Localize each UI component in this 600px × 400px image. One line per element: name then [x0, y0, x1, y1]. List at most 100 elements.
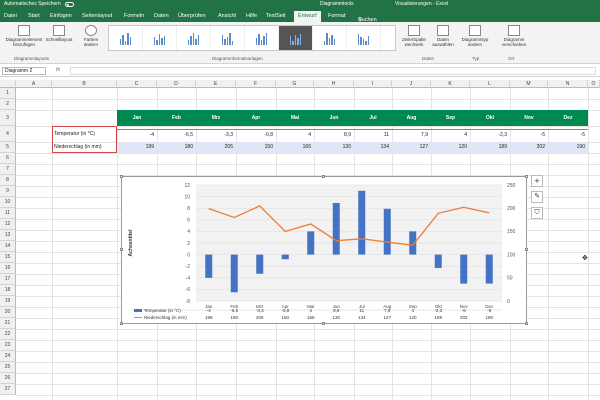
chart-styles-gallery[interactable] [108, 25, 396, 51]
row-header-22[interactable]: 22 [0, 329, 16, 340]
chart-style-2[interactable] [143, 26, 177, 50]
row-header-18[interactable]: 18 [0, 285, 16, 296]
row-header-5[interactable]: 5 [0, 142, 16, 153]
month-header-cell[interactable]: Jan [117, 110, 157, 126]
precipitation-cell[interactable]: 166 [276, 142, 314, 153]
temperature-cell[interactable]: -5 [548, 129, 588, 140]
temperature-cell[interactable]: -0,8 [236, 129, 276, 140]
add-chart-element-button[interactable]: Diagrammelement hinzufügen [4, 25, 44, 47]
row-header-27[interactable]: 27 [0, 384, 16, 395]
column-header-j[interactable]: J [392, 80, 431, 88]
temperature-cell[interactable]: -5 [510, 129, 548, 140]
change-chart-type-button[interactable]: Diagrammtyp ändern [460, 25, 490, 47]
temperature-cell[interactable]: -3,3 [196, 129, 236, 140]
column-header-g[interactable]: G [276, 80, 314, 88]
chart[interactable]: 12 10 8 6 4 2 0 -2 -4 -6 -8 250 200 150 100 50 0 Achsenti… [120, 175, 528, 325]
tab-entwurf[interactable]: Entwurf [294, 11, 321, 22]
quick-layout-button[interactable]: Schnelllayout [44, 25, 74, 42]
temperature-cell[interactable]: -6,5 [157, 129, 196, 140]
resize-handle-t[interactable] [322, 175, 325, 178]
row-header-26[interactable]: 26 [0, 373, 16, 384]
precipitation-cell[interactable]: 205 [196, 142, 236, 153]
row-header-21[interactable]: 21 [0, 318, 16, 329]
precipitation-cell[interactable]: 134 [354, 142, 392, 153]
name-box[interactable]: Diagramm 2 [2, 67, 46, 75]
precipitation-cell[interactable]: 180 [157, 142, 196, 153]
precipitation-cell[interactable]: 199 [117, 142, 157, 153]
temperature-cell[interactable]: 4 [276, 129, 314, 140]
precipitation-cell[interactable]: 189 [470, 142, 510, 153]
tab-hilfe[interactable]: Hilfe [246, 13, 258, 19]
select-data-button[interactable]: Daten auswählen [430, 25, 456, 47]
row-header-23[interactable]: 23 [0, 340, 16, 351]
fx-icon[interactable]: fx [56, 67, 61, 73]
temperature-cell[interactable]: -2,3 [470, 129, 510, 140]
switch-row-column-button[interactable]: Zeile/Spalte wechseln [400, 25, 428, 47]
month-header-cell[interactable]: Feb [157, 110, 196, 126]
row-header-15[interactable]: 15 [0, 252, 16, 263]
column-header-i[interactable]: I [354, 80, 392, 88]
month-header-cell[interactable]: Okt [470, 110, 510, 126]
autosave-toggle[interactable] [64, 1, 74, 7]
row-header-24[interactable]: 24 [0, 351, 16, 362]
column-header-c[interactable]: C [117, 80, 157, 88]
row-header-13[interactable]: 13 [0, 230, 16, 241]
temperature-cell[interactable]: 8,9 [314, 129, 354, 140]
precipitation-label-cell[interactable]: Niederschlag (in mm) [54, 144, 102, 150]
column-header-a[interactable]: A [16, 80, 52, 88]
row-header-19[interactable]: 19 [0, 296, 16, 307]
row-header-4[interactable]: 4 [0, 126, 16, 142]
temperature-cell[interactable]: -4 [117, 129, 157, 140]
temperature-cell[interactable]: 11 [354, 129, 392, 140]
tab-datei[interactable]: Datei [4, 13, 17, 19]
resize-handle-l[interactable] [120, 248, 123, 251]
month-header-cell[interactable]: Apr [236, 110, 276, 126]
chart-style-7[interactable] [313, 26, 347, 50]
resize-handle-tl[interactable] [120, 175, 123, 178]
precipitation-cell[interactable]: 120 [431, 142, 470, 153]
month-header-cell[interactable]: Dez [548, 110, 588, 126]
select-all-corner[interactable] [0, 80, 16, 88]
precipitation-cell[interactable]: 150 [236, 142, 276, 153]
row-header-14[interactable]: 14 [0, 241, 16, 252]
month-header-cell[interactable]: Mrz [196, 110, 236, 126]
row-header-1[interactable]: 1 [0, 88, 16, 99]
column-header-h[interactable]: H [314, 80, 354, 88]
column-header-d[interactable]: D [157, 80, 196, 88]
tab-ueberpruefen[interactable]: Überprüfen [178, 13, 206, 19]
month-header-cell[interactable]: Mai [276, 110, 314, 126]
tab-ansicht[interactable]: Ansicht [218, 13, 237, 19]
resize-handle-tr[interactable] [525, 175, 528, 178]
chart-style-3[interactable] [177, 26, 211, 50]
resize-handle-br[interactable] [525, 322, 528, 325]
row-header-6[interactable]: 6 [0, 153, 16, 164]
month-header-cell[interactable]: Jun [314, 110, 354, 126]
temperature-cell[interactable]: 4 [431, 129, 470, 140]
column-header-e[interactable]: E [196, 80, 236, 88]
chart-style-4[interactable] [211, 26, 245, 50]
tab-start[interactable]: Start [28, 13, 40, 19]
resize-handle-bl[interactable] [120, 322, 123, 325]
column-header-l[interactable]: L [470, 80, 510, 88]
chart-style-6[interactable] [279, 26, 313, 50]
column-header-n[interactable]: N [548, 80, 588, 88]
row-header-12[interactable]: 12 [0, 219, 16, 230]
month-header-cell[interactable]: Nov [510, 110, 548, 126]
row-header-10[interactable]: 10 [0, 197, 16, 208]
resize-handle-b[interactable] [322, 322, 325, 325]
column-header-o[interactable]: O [588, 80, 600, 88]
chart-style-8[interactable] [347, 26, 381, 50]
column-header-f[interactable]: F [236, 80, 276, 88]
precipitation-cell[interactable]: 127 [392, 142, 431, 153]
row-header-7[interactable]: 7 [0, 164, 16, 175]
row-header-8[interactable]: 8 [0, 175, 16, 186]
column-header-b[interactable]: B [52, 80, 117, 88]
tab-einfuegen[interactable]: Einfügen [50, 13, 72, 19]
month-header-cell[interactable]: Jul [354, 110, 392, 126]
precipitation-cell[interactable]: 130 [314, 142, 354, 153]
tab-format[interactable]: Format [328, 13, 346, 19]
row-header-20[interactable]: 20 [0, 307, 16, 318]
chart-filter-button[interactable]: ⛉ [531, 207, 543, 219]
precipitation-cell[interactable]: 202 [510, 142, 548, 153]
label-range-highlight[interactable] [52, 126, 117, 153]
